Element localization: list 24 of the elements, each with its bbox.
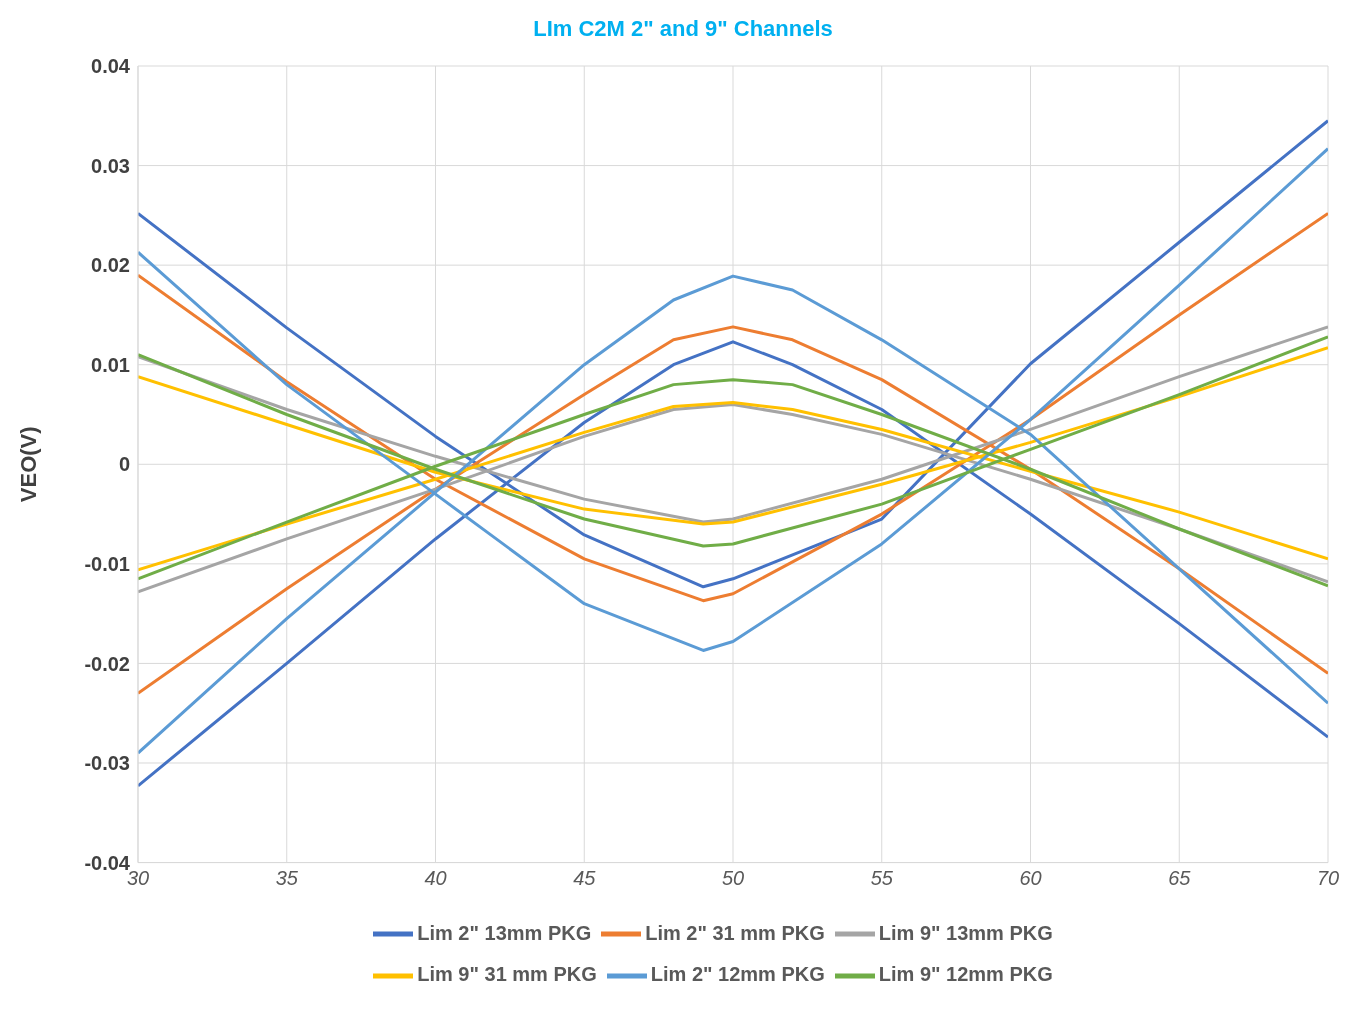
x-tick-label: 40 (424, 866, 447, 889)
chart-title: LIm C2M 2" and 9" Channels (532, 16, 834, 42)
y-tick-label: -0.01 (84, 552, 130, 575)
x-tick-label: 70 (1316, 866, 1340, 889)
x-tick-label: 45 (573, 866, 597, 889)
x-tick-label: 50 (721, 866, 745, 889)
legend-label: Lim 9" 13mm PKG (878, 921, 1053, 944)
y-tick-label: 0.04 (91, 55, 131, 78)
legend-label: Lim 2" 13mm PKG (417, 921, 592, 944)
legend-label: Lim 9" 31 mm PKG (417, 963, 597, 986)
y-tick-label: 0.03 (91, 154, 130, 177)
x-tick-label: 55 (870, 866, 894, 889)
legend-label: Lim 9" 12mm PKG (878, 963, 1053, 986)
y-tick-label: 0.01 (91, 353, 130, 376)
y-tick-label: 0 (118, 453, 130, 476)
legend-label: Lim 2" 12mm PKG (650, 963, 825, 986)
x-tick-label: 35 (275, 866, 299, 889)
y-tick-label: -0.03 (84, 752, 130, 775)
x-tick-label: 65 (1168, 866, 1192, 889)
legend-label: Lim 2" 31 mm PKG (645, 921, 825, 944)
y-axis-title: VEO(V) (15, 426, 41, 503)
y-tick-label: -0.02 (84, 652, 130, 675)
x-tick-label: 60 (1019, 866, 1042, 889)
y-tick-label: 0.02 (91, 254, 130, 277)
